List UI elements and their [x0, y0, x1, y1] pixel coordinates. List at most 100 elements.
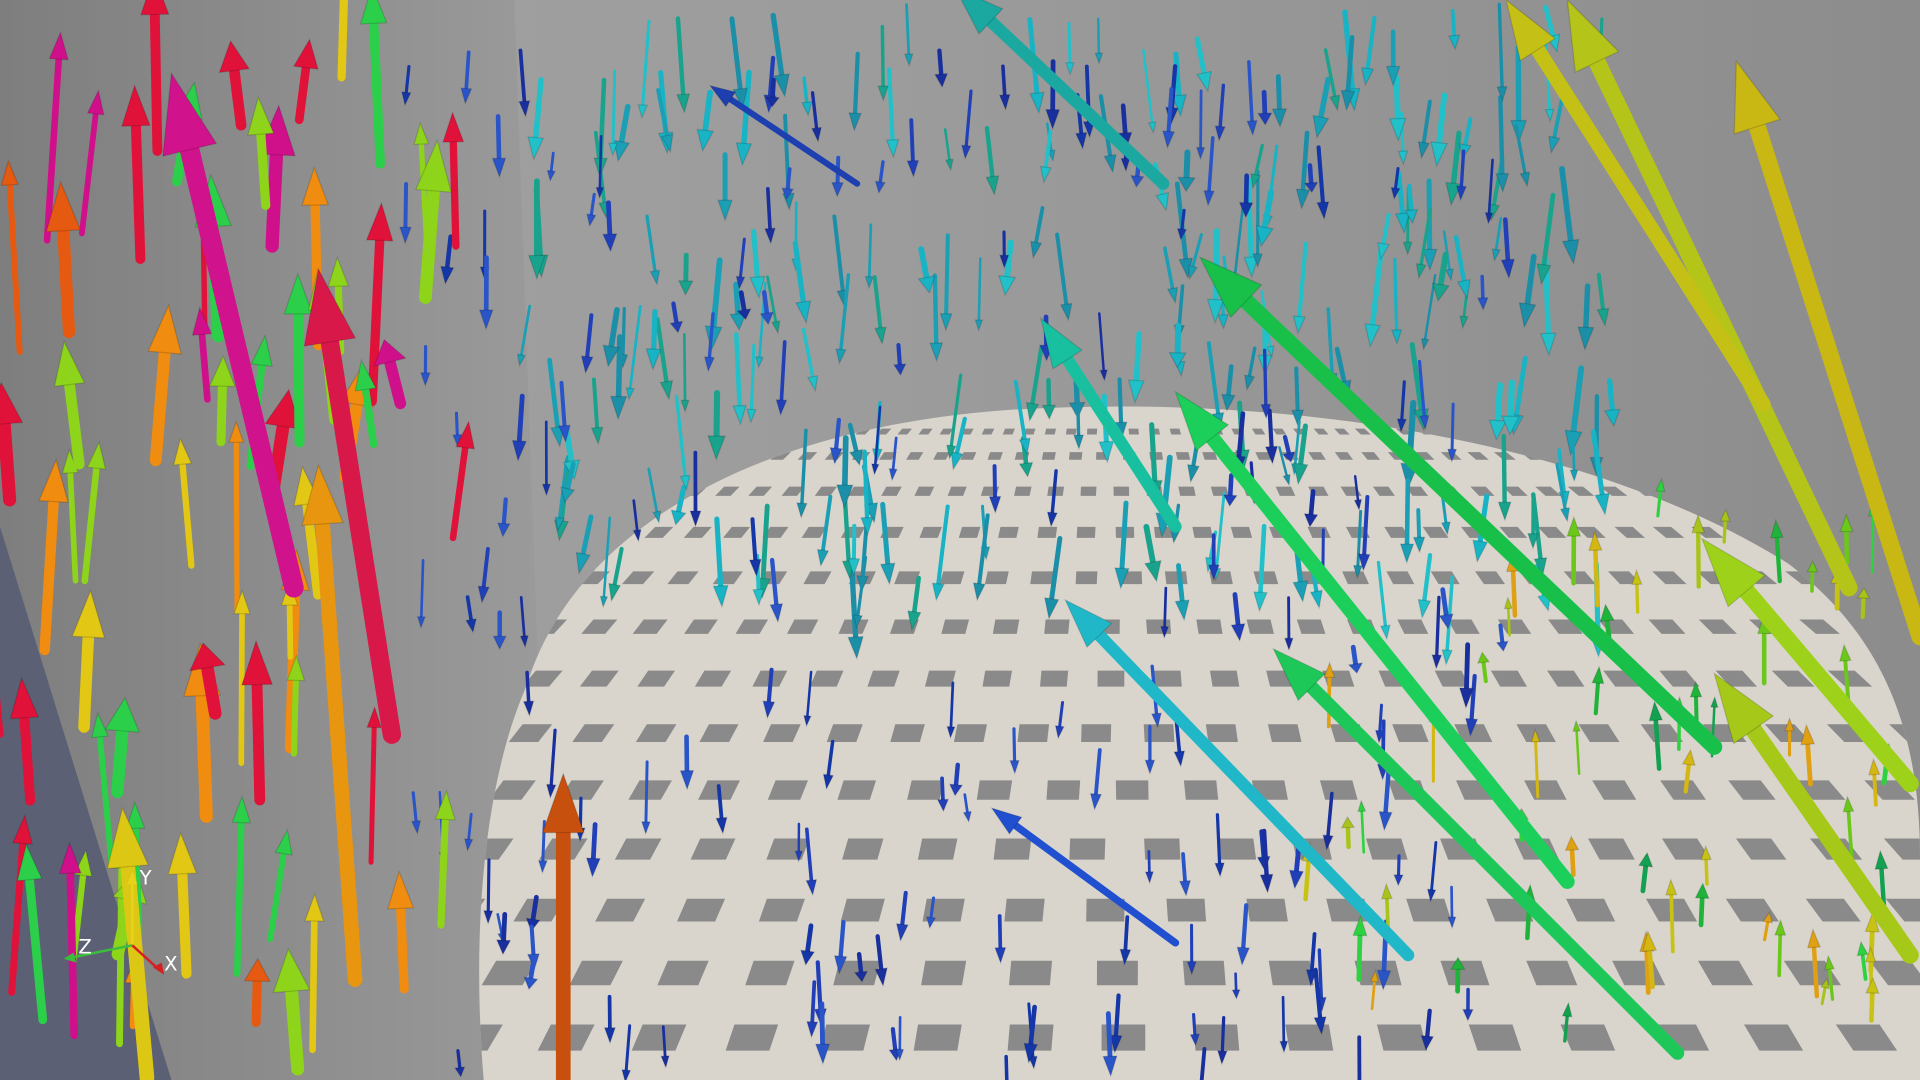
- arrow-shaft: [896, 342, 902, 367]
- arrow-glyph: [960, 0, 1170, 190]
- arrow-glyph: [580, 313, 594, 375]
- arrow-glyph: [879, 501, 896, 586]
- arrow-shaft: [1262, 348, 1268, 407]
- plate-hole: [1246, 619, 1274, 634]
- arrow-head: [1838, 643, 1852, 662]
- plate-hole: [1253, 571, 1279, 585]
- arrow-shaft: [766, 186, 772, 231]
- plate-hole: [758, 898, 805, 922]
- arrow-head: [413, 121, 430, 146]
- arrow-glyph: [1700, 844, 1712, 886]
- arrow-shaft: [1501, 433, 1507, 505]
- arrow-glyph: [864, 223, 875, 290]
- arrow-glyph: [759, 290, 775, 326]
- arrow-head: [218, 39, 251, 74]
- arrow-head: [1217, 313, 1230, 330]
- arrow-shaft: [6, 181, 23, 355]
- arrow-head: [652, 510, 662, 525]
- arrow-glyph: [218, 39, 251, 131]
- arrow-shaft: [1503, 217, 1511, 262]
- arrow-head: [925, 916, 937, 930]
- arrow-glyph: [1143, 523, 1162, 583]
- arrow-shaft: [1323, 48, 1337, 98]
- arrow-shaft: [1046, 377, 1052, 408]
- arrow-glyph: [1394, 171, 1411, 235]
- plate-hole: [1075, 571, 1098, 585]
- arrow-glyph: [1292, 423, 1309, 486]
- arrow-glyph: [537, 819, 548, 875]
- arrow-shaft: [1199, 89, 1203, 149]
- arrow-shaft: [832, 214, 845, 293]
- arrow-shaft: [656, 88, 670, 138]
- arrow-glyph: [1252, 169, 1263, 269]
- arrow-shaft: [1028, 1004, 1037, 1047]
- arrow-head: [1103, 153, 1117, 174]
- arrow-head: [1561, 238, 1580, 266]
- arrow-head: [717, 199, 733, 222]
- plate-hole: [1046, 780, 1081, 800]
- arrow-head: [53, 339, 86, 388]
- arrow-glyph: [1648, 700, 1664, 771]
- arrow-shaft: [1304, 680, 1685, 1060]
- arrow-glyph: [677, 252, 694, 297]
- arrow-head: [659, 380, 674, 401]
- arrow-head: [732, 87, 748, 111]
- arrow-glyph: [1566, 515, 1582, 586]
- arrow-head: [1130, 174, 1145, 189]
- arrow-glyph: [645, 214, 661, 286]
- arrow-shaft: [1194, 36, 1207, 76]
- plate-hole: [1354, 428, 1371, 435]
- arrow-glyph: [632, 499, 642, 543]
- arrow-head: [1340, 89, 1356, 112]
- arrow-shaft: [529, 924, 536, 957]
- plate-hole: [1275, 486, 1296, 496]
- arrow-shaft: [1820, 986, 1827, 1006]
- arrow-shaft: [1653, 717, 1662, 771]
- arrow-head: [38, 457, 70, 504]
- arrow-shaft: [1381, 212, 1391, 246]
- arrow-head: [1689, 680, 1703, 698]
- arrow-shaft: [195, 689, 213, 823]
- arrow-shaft: [565, 461, 576, 492]
- y-axis-label: Y: [139, 867, 152, 890]
- plate-hole: [787, 619, 819, 634]
- arrow-glyph: [934, 48, 949, 89]
- plate-hole: [982, 670, 1013, 687]
- arrow-glyph: [703, 312, 716, 373]
- arrow-glyph: [1357, 494, 1371, 573]
- arrow-shaft: [437, 815, 449, 929]
- arrow-shaft: [294, 63, 311, 125]
- arrow-glyph: [962, 793, 972, 824]
- arrow-shaft: [1416, 508, 1422, 540]
- arrow-glyph: [822, 739, 835, 791]
- arrow-shaft: [675, 16, 686, 97]
- arrow-shaft: [1123, 915, 1130, 952]
- arrow-glyph: [267, 828, 293, 943]
- arrow-shaft: [1514, 124, 1527, 175]
- arrow-shaft: [1253, 143, 1264, 177]
- plate-hole: [1607, 571, 1642, 585]
- plate-hole: [917, 838, 958, 860]
- arrow-glyph: [557, 380, 571, 444]
- arrow-shaft: [309, 917, 318, 1054]
- plate-hole: [762, 526, 789, 538]
- arrow-glyph: [764, 186, 776, 245]
- arrow-head: [1819, 977, 1831, 990]
- arrow-shaft: [1204, 430, 1575, 889]
- arrow-head: [527, 254, 546, 281]
- z-axis-head: [63, 952, 76, 963]
- plate-hole: [1334, 428, 1350, 435]
- arrow-glyph: [1281, 434, 1296, 463]
- arrow-shaft: [874, 405, 882, 466]
- arrow-shaft: [1507, 379, 1515, 420]
- arrow-shaft: [1317, 948, 1324, 1000]
- arrow-glyph: [1378, 764, 1393, 832]
- arrow-glyph: [1596, 272, 1610, 328]
- plate-hole: [1153, 670, 1182, 687]
- arrow-head: [1390, 329, 1403, 346]
- plate-hole: [572, 724, 615, 743]
- arrow-glyph: [1072, 399, 1085, 451]
- plate-hole: [1661, 838, 1711, 860]
- arrow-head: [752, 588, 765, 607]
- arrow-shaft: [1353, 475, 1360, 502]
